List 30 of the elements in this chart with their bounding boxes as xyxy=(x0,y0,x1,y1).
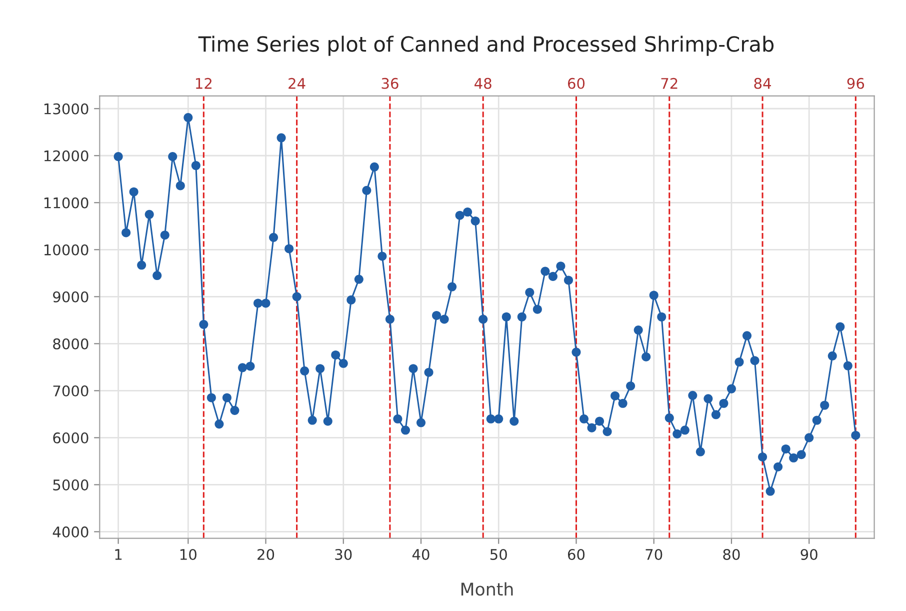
x-tick-label: 80 xyxy=(723,548,740,560)
x-tick-label: 70 xyxy=(646,548,662,560)
ref-line-label: 36 xyxy=(382,78,398,89)
y-tick-label: 7000 xyxy=(53,385,88,396)
x-tick-label: 20 xyxy=(258,548,274,560)
y-tick-label: 11000 xyxy=(44,197,88,208)
x-tick-label: 60 xyxy=(568,548,585,560)
ref-line-label: 84 xyxy=(754,78,771,89)
y-tick-label: 10000 xyxy=(44,244,88,256)
ref-line-label: 72 xyxy=(661,78,678,89)
y-tick-label: 12000 xyxy=(44,150,88,162)
x-tick-label: 90 xyxy=(800,548,818,560)
ref-line-label: 60 xyxy=(568,78,585,89)
y-tick-label: 5000 xyxy=(53,479,88,490)
ref-line-label: 96 xyxy=(847,78,864,89)
x-tick-label: 50 xyxy=(490,548,507,560)
ref-line-label: 48 xyxy=(474,78,492,89)
x-tick-label: 1 xyxy=(115,549,122,560)
y-tick-label: 4000 xyxy=(52,526,88,538)
ref-line-label: 12 xyxy=(196,78,212,89)
x-axis-title: Month xyxy=(461,582,513,596)
x-tick-label: 40 xyxy=(412,548,430,560)
chart-title: Time Series plot of Canned and Processed Shrimp-Crab xyxy=(198,36,774,56)
y-tick-label: 13000 xyxy=(44,103,88,114)
ref-line-label: 24 xyxy=(288,78,306,89)
y-tick-label: 8000 xyxy=(53,338,88,350)
y-tick-label: 9000 xyxy=(53,291,88,302)
x-tick-label: 10 xyxy=(180,548,196,560)
y-tick-label: 6000 xyxy=(53,432,88,444)
x-tick-label: 30 xyxy=(335,548,352,560)
